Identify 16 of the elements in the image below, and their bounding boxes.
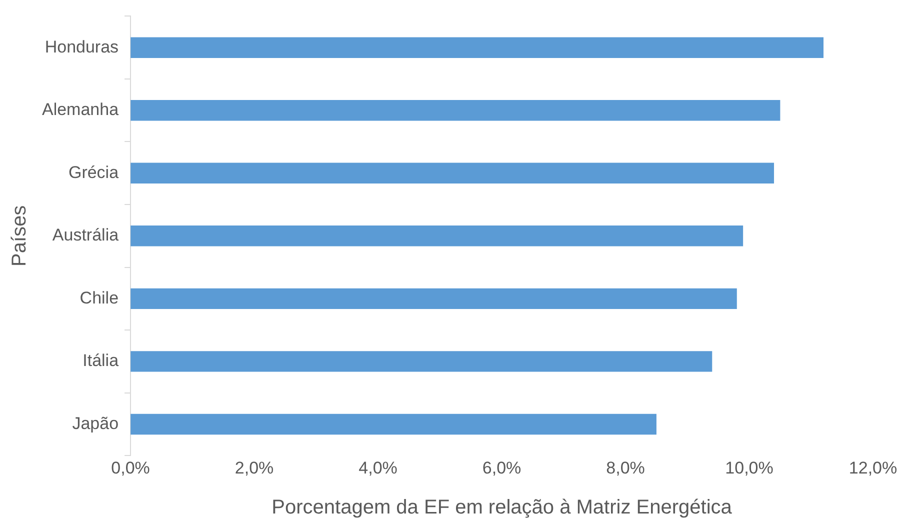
x-tick-label: 0,0%: [111, 458, 150, 478]
y-tick-label: Honduras: [44, 37, 119, 56]
y-tick-label: Chile: [80, 288, 119, 308]
x-tick-label: 4,0%: [358, 458, 398, 478]
y-tick-label: Itália: [82, 351, 120, 370]
x-tick-label: 12,0%: [848, 458, 898, 478]
y-tick-label: Austrália: [52, 226, 120, 245]
y-tick-label: Grécia: [68, 162, 120, 182]
x-tick-label: 10,0%: [725, 458, 774, 478]
x-tick-label: 8,0%: [606, 458, 645, 478]
x-tick-label: 2,0%: [234, 458, 274, 478]
y-axis-title: Países: [8, 205, 31, 266]
x-tick-label: 6,0%: [482, 458, 522, 478]
y-tick-label: Alemanha: [42, 100, 120, 120]
x-axis-title: Porcentagem da EF em relação à Matriz Energética: [272, 496, 733, 519]
y-tick-label: Japão: [72, 414, 119, 433]
